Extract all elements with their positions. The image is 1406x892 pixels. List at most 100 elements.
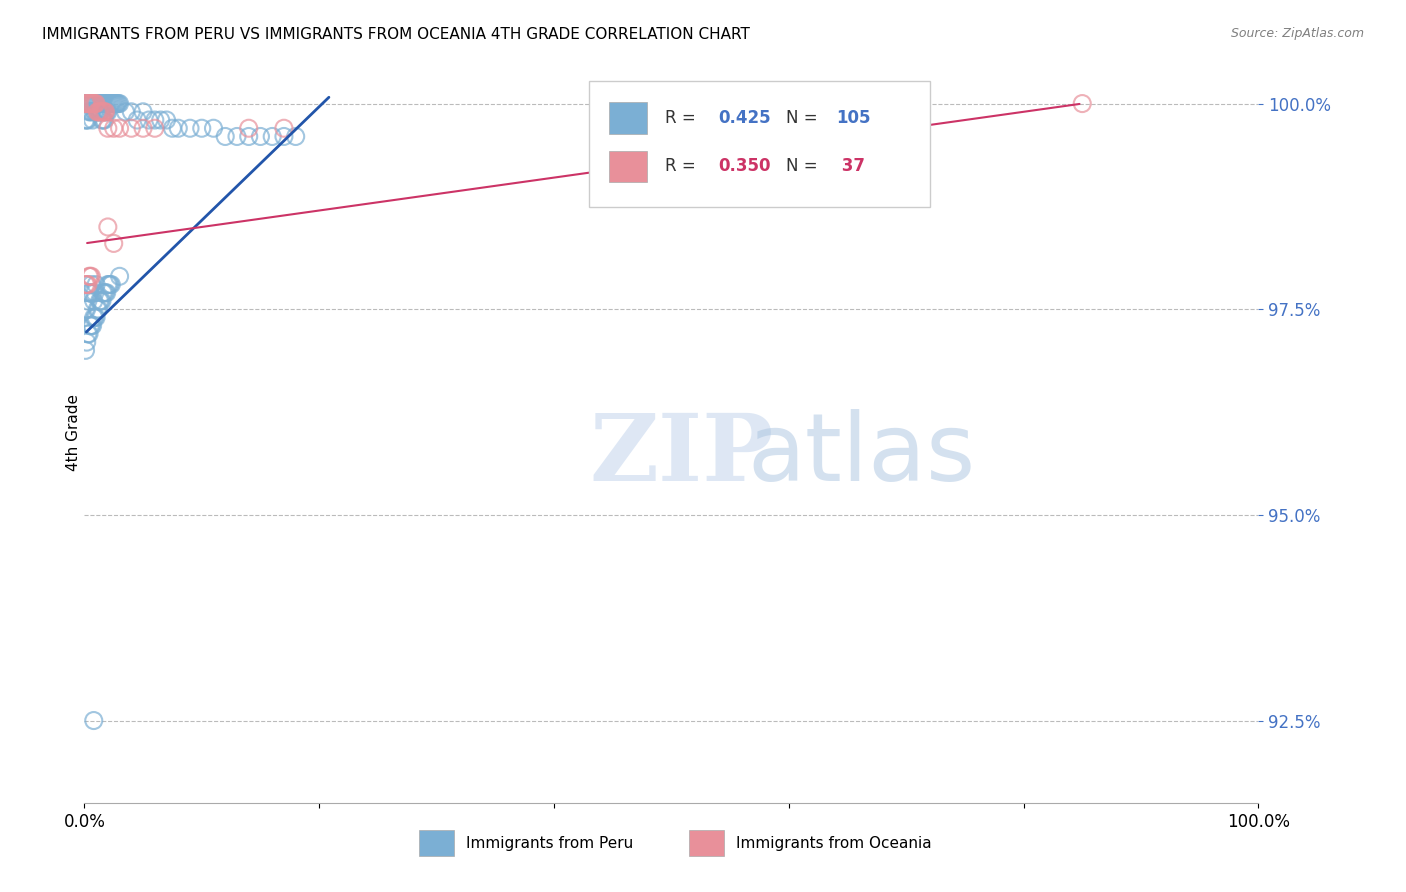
Point — [97, 96, 120, 111]
Point — [76, 96, 98, 111]
Point — [84, 104, 107, 119]
Point — [179, 121, 201, 136]
Point — [138, 113, 160, 128]
Text: N =: N = — [786, 157, 824, 175]
Point — [91, 104, 114, 119]
Point — [76, 302, 98, 317]
Point — [91, 96, 114, 111]
Point — [79, 96, 101, 111]
Text: R =: R = — [665, 157, 702, 175]
Point — [83, 96, 105, 111]
Point — [91, 293, 114, 308]
Text: ZIP: ZIP — [589, 409, 773, 500]
Text: Immigrants from Peru: Immigrants from Peru — [465, 836, 633, 851]
FancyBboxPatch shape — [689, 830, 724, 856]
Point — [96, 104, 118, 119]
Point — [90, 96, 112, 111]
Point — [718, 96, 741, 111]
Point — [98, 277, 121, 292]
Point — [226, 129, 249, 144]
Point — [143, 113, 166, 128]
Point — [107, 96, 129, 111]
Point — [84, 96, 107, 111]
Point — [87, 96, 110, 111]
Point — [77, 96, 100, 111]
Point — [87, 104, 110, 119]
Point — [98, 96, 121, 111]
Point — [249, 129, 271, 144]
Point — [77, 269, 100, 284]
Point — [132, 104, 155, 119]
Point — [120, 121, 142, 136]
Text: 37: 37 — [835, 157, 865, 175]
Y-axis label: 4th Grade: 4th Grade — [66, 394, 80, 471]
Point — [77, 96, 100, 111]
Point — [108, 96, 131, 111]
Point — [143, 121, 166, 136]
Point — [273, 121, 295, 136]
Point — [84, 96, 107, 111]
Point — [108, 121, 131, 136]
Point — [76, 335, 98, 350]
Point — [80, 96, 103, 111]
Point — [94, 104, 117, 119]
Point — [84, 96, 107, 111]
FancyBboxPatch shape — [609, 151, 647, 182]
Point — [105, 96, 128, 111]
Point — [91, 285, 114, 300]
Point — [84, 104, 107, 119]
Point — [83, 293, 105, 308]
Point — [75, 277, 97, 292]
Point — [96, 96, 118, 111]
Point — [77, 326, 100, 341]
Point — [97, 219, 120, 234]
Point — [75, 113, 97, 128]
Point — [84, 96, 107, 111]
Point — [77, 96, 100, 111]
Point — [75, 343, 97, 358]
Point — [87, 302, 110, 317]
Point — [83, 714, 105, 728]
Point — [84, 310, 107, 325]
Point — [76, 277, 98, 292]
Point — [86, 104, 108, 119]
FancyBboxPatch shape — [419, 830, 454, 856]
Point — [80, 269, 103, 284]
Point — [238, 129, 260, 144]
FancyBboxPatch shape — [589, 81, 929, 207]
Point — [91, 113, 114, 128]
Point — [86, 96, 108, 111]
Point — [93, 113, 115, 128]
Point — [75, 96, 97, 111]
Point — [84, 310, 107, 325]
Text: Source: ZipAtlas.com: Source: ZipAtlas.com — [1230, 27, 1364, 40]
Point — [93, 285, 115, 300]
Point — [97, 104, 120, 119]
Point — [76, 113, 98, 128]
Point — [83, 96, 105, 111]
Point — [149, 113, 172, 128]
Point — [191, 121, 214, 136]
Point — [202, 121, 225, 136]
Point — [89, 104, 111, 119]
Point — [77, 113, 100, 128]
Point — [87, 104, 110, 119]
Point — [1071, 96, 1094, 111]
Point — [120, 104, 142, 119]
Text: R =: R = — [665, 109, 702, 127]
Point — [77, 293, 100, 308]
Point — [77, 326, 100, 341]
Point — [103, 236, 125, 251]
Text: atlas: atlas — [748, 409, 976, 500]
Point — [83, 104, 105, 119]
Point — [94, 285, 117, 300]
Text: IMMIGRANTS FROM PERU VS IMMIGRANTS FROM OCEANIA 4TH GRADE CORRELATION CHART: IMMIGRANTS FROM PERU VS IMMIGRANTS FROM … — [42, 27, 749, 42]
Point — [167, 121, 190, 136]
Point — [162, 121, 184, 136]
Text: N =: N = — [786, 109, 824, 127]
Point — [82, 96, 104, 111]
Point — [127, 113, 149, 128]
Point — [80, 104, 103, 119]
Point — [75, 96, 97, 111]
Point — [103, 121, 125, 136]
